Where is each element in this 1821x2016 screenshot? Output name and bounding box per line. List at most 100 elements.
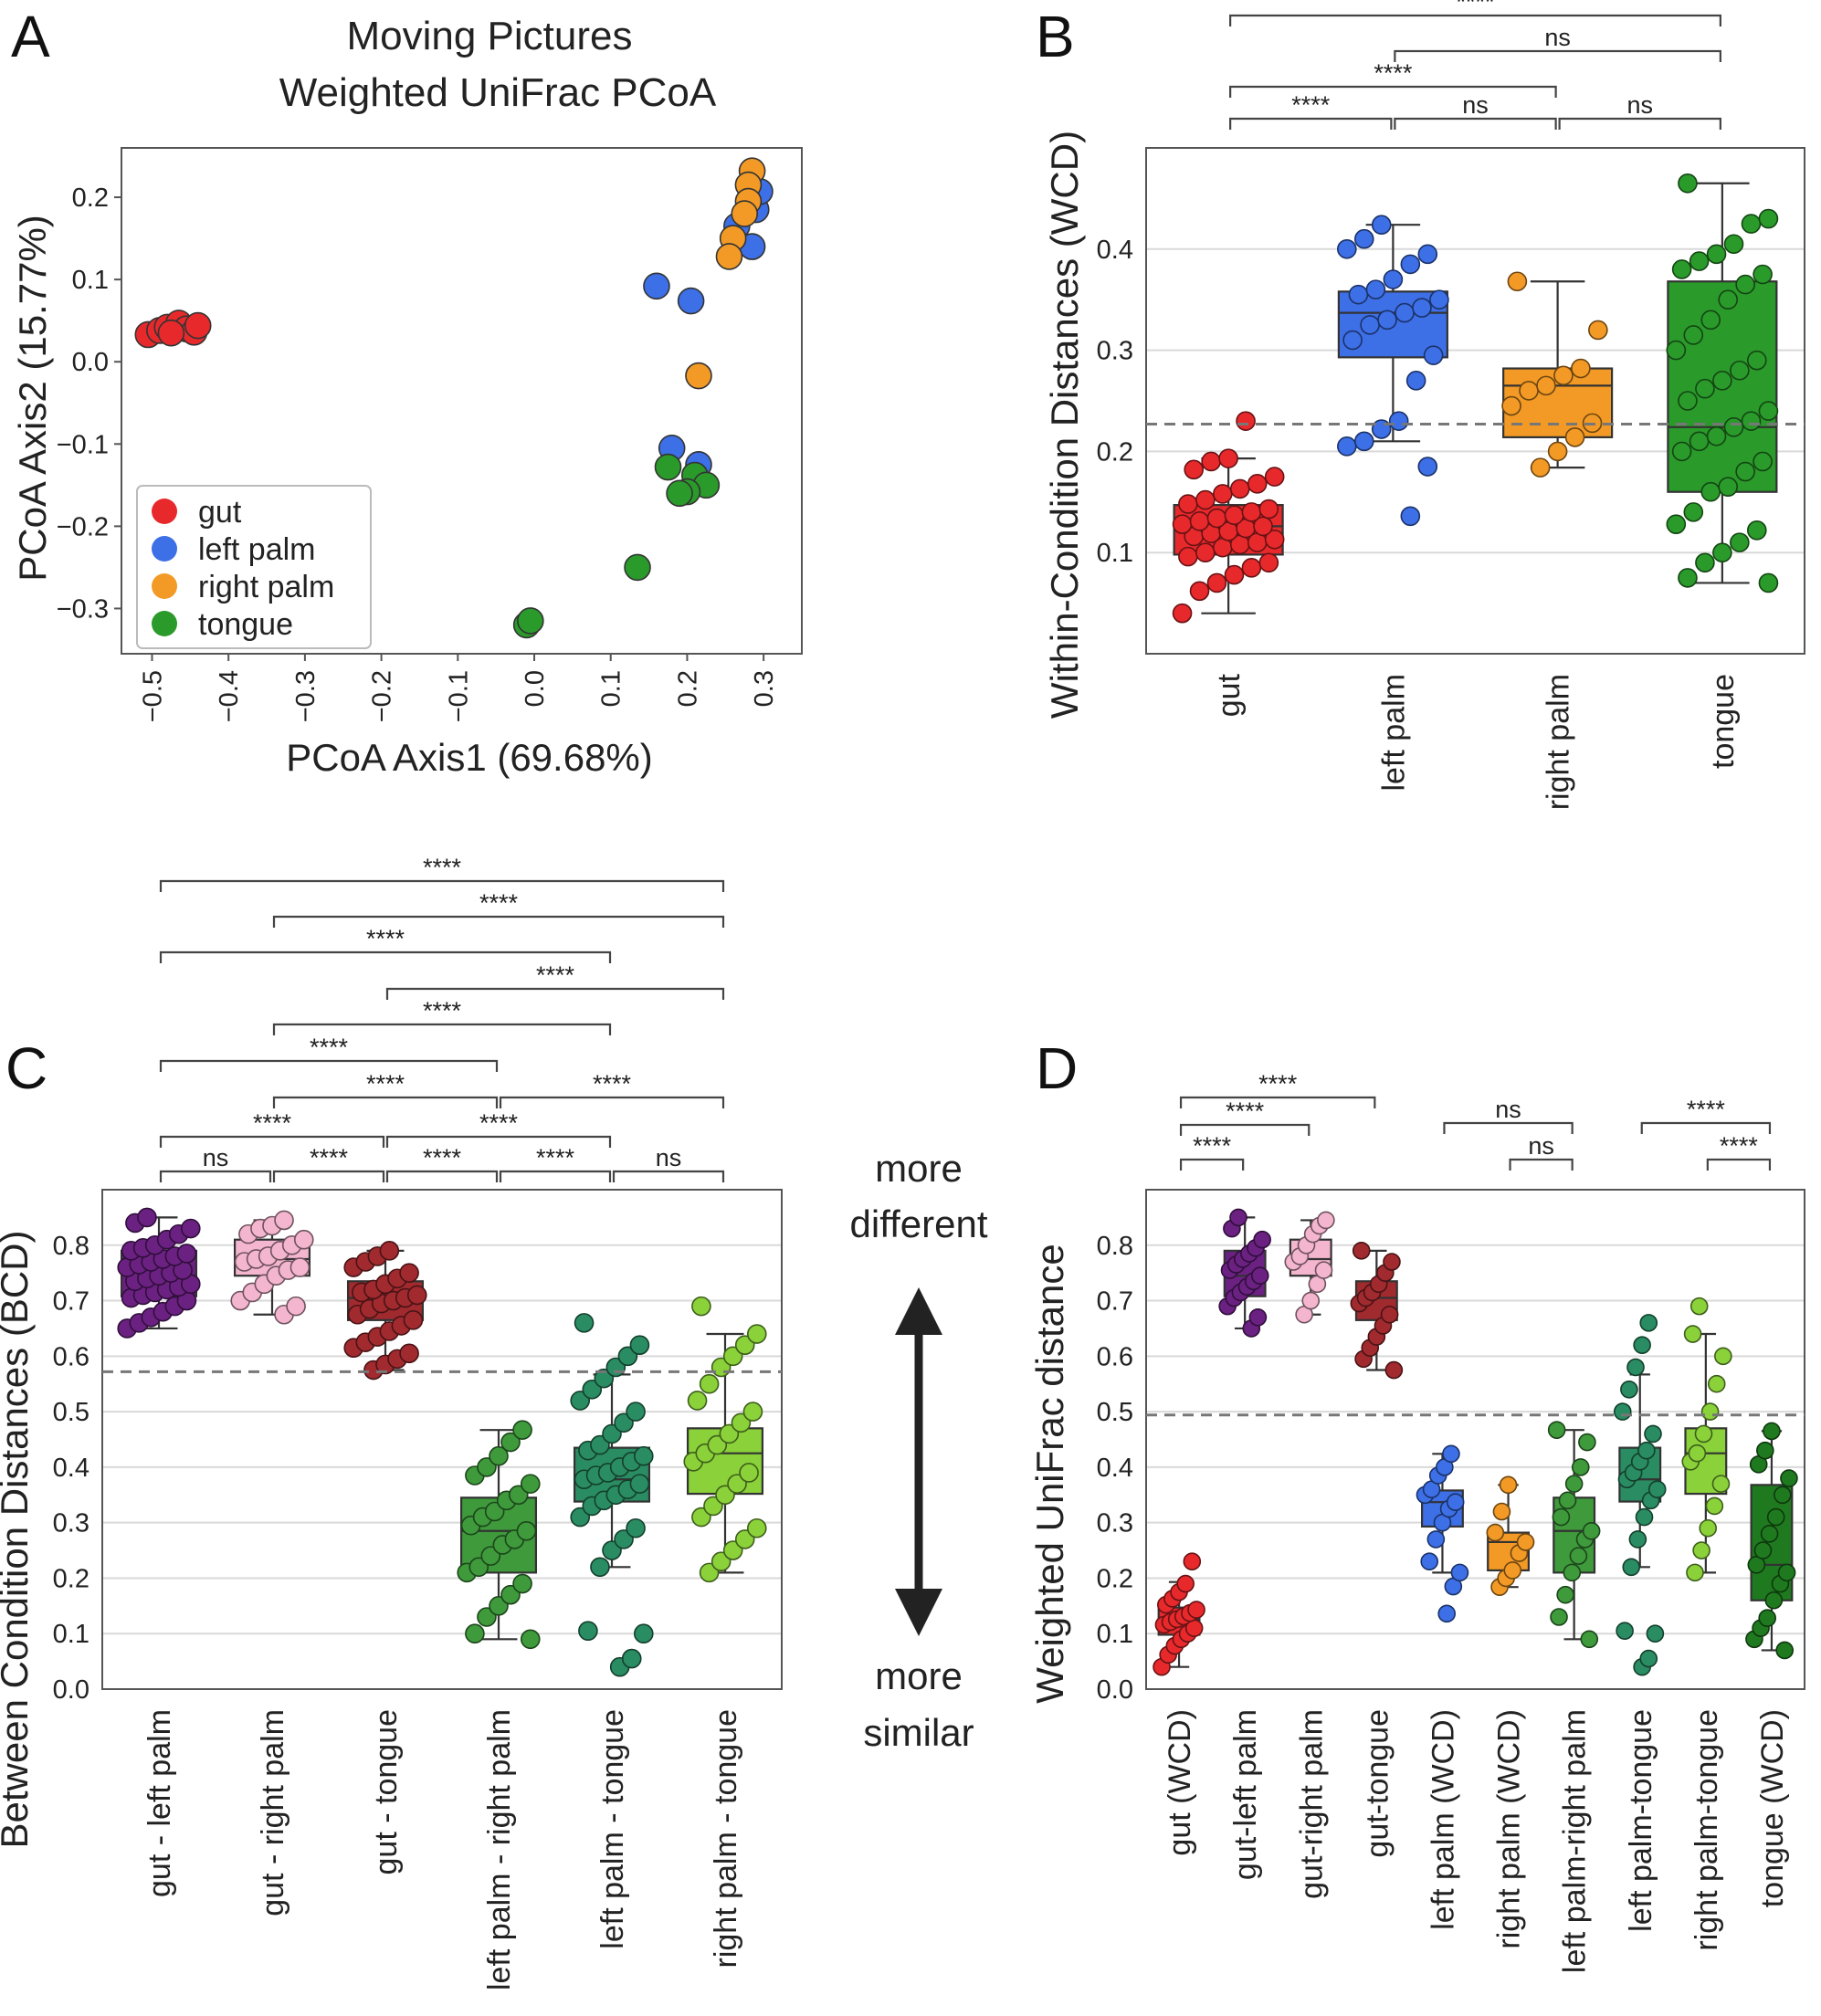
- panel-b-point-tongue: [1718, 289, 1738, 310]
- panel-c-point-left-palm-right-palm: [512, 1420, 532, 1440]
- panel-d-xtick-label-gut-tongue: gut-tongue: [1360, 1709, 1395, 1858]
- panel-d-ytick-label: 0.2: [1097, 1564, 1133, 1593]
- panel-b-point-left-palm: [1342, 330, 1363, 351]
- panel-c-xtick-label-gut-tongue: gut - tongue: [369, 1709, 404, 1874]
- panel-a-xtick-label: −0.3: [291, 670, 321, 722]
- panel-c-point-right-palm-tongue: [742, 1402, 763, 1422]
- panel-b-sig-label: ns: [1462, 91, 1489, 119]
- panel-d-point-right-palm-wcd: [1503, 1561, 1522, 1580]
- panel-c-point-gut-tongue: [399, 1343, 419, 1364]
- panel-b-point-tongue: [1706, 425, 1727, 446]
- panel-a-xtick-label: 0.1: [597, 670, 626, 707]
- panel-c-sig-label: ****: [253, 1109, 292, 1137]
- panel-d-point-left-palm-right-palm: [1580, 1630, 1599, 1649]
- panel-d-ytick-label: 0.7: [1097, 1287, 1133, 1317]
- panel-d-point-tongue-wcd: [1753, 1541, 1773, 1559]
- panel-a-xtick-label: 0.3: [750, 670, 779, 707]
- panel-d-point-right-palm-tongue: [1689, 1297, 1709, 1316]
- panel-b-point-gut: [1189, 581, 1210, 602]
- panel-b-point-left-palm: [1417, 244, 1438, 265]
- panel-b-point-left-palm: [1377, 310, 1397, 331]
- panel-b-ytick-label: 0.3: [1097, 337, 1133, 366]
- panel-c-point-left-palm-tongue: [578, 1621, 598, 1641]
- panel-b-point-gut: [1224, 564, 1245, 585]
- panel-b-point-left-palm: [1400, 506, 1421, 527]
- panel-c-sig-label: ****: [593, 1070, 632, 1097]
- panel-b-point-left-palm: [1383, 269, 1404, 289]
- panel-d-point-right-palm-tongue: [1694, 1424, 1713, 1444]
- panel-b-point-right-palm: [1547, 441, 1568, 462]
- panel-d-xtick-label-left-palm-right-palm: left palm-right palm: [1558, 1709, 1593, 1973]
- panel-c-point-left-palm-right-palm: [465, 1623, 485, 1644]
- panel-c-sig-bracket: [272, 1023, 612, 1035]
- panel-d-point-left-palm-wcd: [1450, 1563, 1469, 1582]
- panel-d-xtick-label-right-palm-wcd: right palm (WCD): [1492, 1709, 1527, 1949]
- panel-b-point-tongue: [1746, 350, 1767, 371]
- panel-d-point-right-palm-tongue: [1700, 1402, 1720, 1421]
- panel-d-point-left-palm-tongue: [1646, 1624, 1665, 1643]
- panel-d-sig-bracket: [1509, 1158, 1574, 1171]
- panel-d-point-tongue-wcd: [1777, 1563, 1796, 1582]
- panel-d-sig-bracket: [1179, 1096, 1376, 1108]
- panel-b-point-tongue: [1666, 514, 1687, 534]
- panel-d-point-left-palm-right-palm: [1563, 1563, 1582, 1582]
- panel-c-ytick-label: 0.8: [53, 1232, 89, 1261]
- panel-d-point-tongue-wcd: [1780, 1469, 1798, 1487]
- panel-letter-b: B: [1036, 4, 1075, 69]
- panel-b-point-left-palm: [1400, 254, 1421, 275]
- panel-d-sig-bracket: [1179, 1123, 1310, 1136]
- panel-b-xtick-label-tongue: tongue: [1706, 674, 1741, 769]
- panel-d-point-right-palm-tongue: [1683, 1325, 1702, 1343]
- panel-d-point-gut-wcd: [1187, 1601, 1205, 1619]
- panel-a-ytick-label: −0.2: [57, 512, 109, 541]
- panel-b-point-gut: [1264, 467, 1285, 487]
- panel-b-sig-label: ****: [1374, 59, 1413, 87]
- panel-b-point-tongue: [1723, 234, 1744, 255]
- panel-c-point-left-palm-right-palm: [500, 1432, 521, 1453]
- panel-b-point-gut: [1241, 502, 1262, 522]
- panel-c-sig-label: ns: [656, 1144, 682, 1171]
- panel-b-point-right-palm: [1553, 365, 1574, 386]
- panel-d-sig-bracket: [1443, 1121, 1574, 1134]
- panel-d-point-left-palm-tongue: [1644, 1424, 1662, 1444]
- panel-b-point-left-palm: [1405, 371, 1426, 391]
- panel-b-sig-label: ns: [1626, 91, 1653, 119]
- panel-a-xtick-label: −0.4: [215, 670, 244, 722]
- panel-d-point-gut-left-palm: [1253, 1230, 1271, 1249]
- panel-c-ytick-label: 0.0: [53, 1675, 89, 1705]
- panel-b-boxplot: 0.1 0.2 0.3 0.4 gut left palm right palm tongue…: [1043, 0, 1805, 810]
- panel-d-point-right-palm-tongue: [1688, 1444, 1707, 1463]
- panel-d-ytick-label: 0.8: [1097, 1232, 1133, 1261]
- panel-b-point-tongue: [1695, 378, 1715, 399]
- panel-b-sig-bracket: [1394, 117, 1557, 130]
- panel-b-point-tongue: [1758, 208, 1779, 229]
- panel-a-point-tongue: [666, 479, 693, 508]
- panel-b-point-right-palm: [1501, 395, 1521, 416]
- panel-b-point-left-palm: [1423, 345, 1444, 365]
- panel-d-xtick-label-left-palm-tongue: left palm-tongue: [1624, 1709, 1658, 1932]
- panel-b-sig-label: ns: [1544, 24, 1571, 51]
- panel-d-point-tongue-wcd: [1760, 1525, 1779, 1543]
- panel-b-point-tongue: [1689, 431, 1710, 452]
- panel-c-sig-bracket: [499, 1096, 725, 1108]
- panel-d-point-left-palm-tongue: [1626, 1358, 1645, 1377]
- panel-d-sig-bracket: [1179, 1158, 1245, 1171]
- panel-b-point-gut: [1213, 484, 1233, 504]
- panel-b-point-tongue: [1700, 481, 1721, 502]
- panel-c-sig-bracket: [159, 1170, 272, 1182]
- panel-c-ylabel: Between Condition Distances (BCD): [0, 1231, 36, 1849]
- panel-c-point-left-palm-right-palm: [520, 1474, 541, 1494]
- panel-c-ytick-label: 0.6: [53, 1342, 89, 1371]
- panel-d-ytick-label: 0.4: [1097, 1454, 1133, 1483]
- panel-c-sig-bracket: [612, 1170, 725, 1182]
- panel-a-xlabel: PCoA Axis1 (69.68%): [286, 736, 653, 779]
- panel-d-xtick-label-gut-left-palm: gut-left palm: [1228, 1709, 1263, 1880]
- panel-d-xtick-label-gut-wcd: gut (WCD): [1163, 1709, 1197, 1856]
- panel-c-point-gut-tongue: [379, 1241, 400, 1261]
- panel-a-ytick-label: 0.2: [72, 184, 109, 213]
- panel-d-point-left-palm-tongue: [1633, 1336, 1651, 1354]
- panel-d-point-gut-wcd: [1176, 1574, 1195, 1593]
- panel-a-legend-label-right-palm: right palm: [198, 570, 334, 604]
- panel-b-point-gut: [1241, 558, 1262, 578]
- panel-b-point-tongue: [1706, 244, 1727, 265]
